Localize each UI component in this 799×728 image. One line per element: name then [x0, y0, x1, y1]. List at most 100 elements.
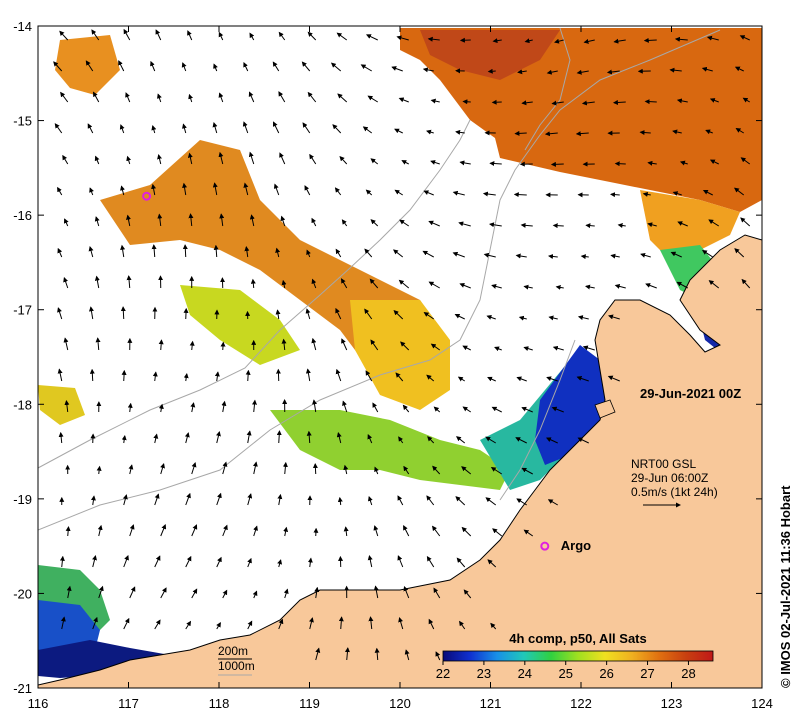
current-arrow	[127, 402, 133, 413]
current-arrow	[459, 160, 471, 166]
current-arrow	[546, 376, 558, 382]
current-arrow	[273, 183, 280, 196]
x-tick-label: 123	[661, 696, 683, 711]
current-arrow	[66, 585, 72, 599]
current-arrow	[702, 189, 713, 196]
current-arrow	[185, 492, 191, 506]
current-arrow	[191, 462, 197, 475]
current-arrow	[397, 555, 404, 568]
current-arrow	[151, 183, 157, 196]
current-arrow	[277, 559, 283, 568]
current-arrow	[88, 306, 94, 320]
current-arrow	[154, 493, 160, 506]
current-arrow	[544, 131, 558, 137]
current-arrow	[403, 465, 410, 475]
current-arrow	[647, 222, 657, 228]
current-arrow	[312, 399, 317, 413]
x-tick-label: 116	[28, 696, 49, 711]
current-arrow	[457, 376, 466, 382]
current-arrow	[57, 247, 63, 258]
current-arrow	[301, 61, 311, 72]
current-arrow	[674, 36, 688, 42]
current-arrow	[252, 399, 257, 413]
current-arrow	[188, 93, 194, 103]
colorbar-gradient	[442, 650, 714, 662]
current-arrow	[491, 284, 502, 289]
current-arrow	[126, 214, 131, 227]
current-arrow	[487, 68, 496, 74]
current-arrow	[670, 251, 682, 258]
current-arrow	[617, 223, 626, 228]
current-legend-line3: 0.5m/s (1kt 24h)	[631, 485, 718, 499]
current-arrow	[247, 557, 252, 568]
current-arrow	[422, 250, 434, 258]
current-arrow	[281, 338, 287, 351]
current-arrow	[554, 38, 564, 44]
current-arrow	[94, 216, 100, 227]
current-arrow	[520, 222, 533, 228]
current-arrow	[249, 214, 255, 227]
current-arrow	[252, 590, 258, 599]
current-arrow	[432, 465, 441, 475]
current-arrow	[341, 219, 348, 227]
current-arrow	[462, 406, 472, 413]
current-arrow	[158, 403, 164, 413]
current-arrow	[369, 278, 379, 289]
current-arrow	[279, 152, 286, 165]
y-tick-label: -15	[13, 114, 32, 129]
current-arrow	[243, 182, 249, 196]
current-arrow	[423, 312, 435, 320]
current-arrow	[129, 586, 136, 599]
current-arrow	[126, 275, 132, 289]
current-arrow	[244, 246, 250, 258]
current-arrow	[58, 431, 64, 444]
current-arrow	[339, 155, 348, 165]
current-arrow	[397, 495, 404, 506]
current-arrow	[423, 190, 434, 196]
current-arrow	[427, 436, 435, 444]
current-arrow	[399, 219, 410, 227]
current-arrow	[278, 91, 286, 103]
current-arrow	[398, 617, 404, 630]
current-arrow	[370, 339, 379, 351]
current-arrow	[59, 30, 69, 41]
colorbar-tick-label: 26	[599, 666, 613, 681]
current-arrow	[187, 152, 193, 165]
current-arrow	[91, 29, 100, 41]
current-arrow	[580, 254, 589, 260]
current-arrow	[676, 98, 688, 104]
current-arrow	[365, 189, 373, 196]
sst-patch-south-green	[270, 410, 510, 490]
current-arrow	[154, 619, 161, 630]
current-arrow	[547, 499, 558, 506]
current-arrow	[250, 278, 256, 289]
current-arrow	[583, 38, 595, 44]
current-arrow	[642, 191, 651, 197]
current-arrow	[430, 160, 440, 165]
current-arrow	[551, 100, 564, 106]
current-arrow	[391, 66, 403, 72]
current-arrow	[523, 529, 534, 537]
current-arrow	[119, 124, 125, 134]
current-arrow	[552, 345, 564, 351]
colorbar-tick-label: 24	[518, 666, 532, 681]
current-arrow	[459, 283, 471, 289]
current-arrow	[452, 190, 465, 196]
current-arrow	[701, 249, 714, 258]
current-arrow	[373, 585, 379, 599]
current-arrow	[181, 62, 187, 72]
current-arrow	[482, 191, 496, 197]
argo-markers: Argo	[142, 191, 591, 553]
current-arrow	[282, 461, 288, 475]
x-axis: 116 117 118 119 120 121 122 123 124	[28, 26, 773, 711]
colorbar-tick-label: 23	[477, 666, 491, 681]
current-arrow	[335, 368, 342, 382]
current-arrow	[158, 339, 164, 351]
current-arrow	[455, 496, 466, 506]
current-arrow	[433, 587, 441, 599]
current-arrow	[278, 618, 284, 630]
current-arrow	[272, 61, 280, 72]
current-arrow	[154, 555, 161, 568]
current-arrow	[709, 159, 719, 165]
